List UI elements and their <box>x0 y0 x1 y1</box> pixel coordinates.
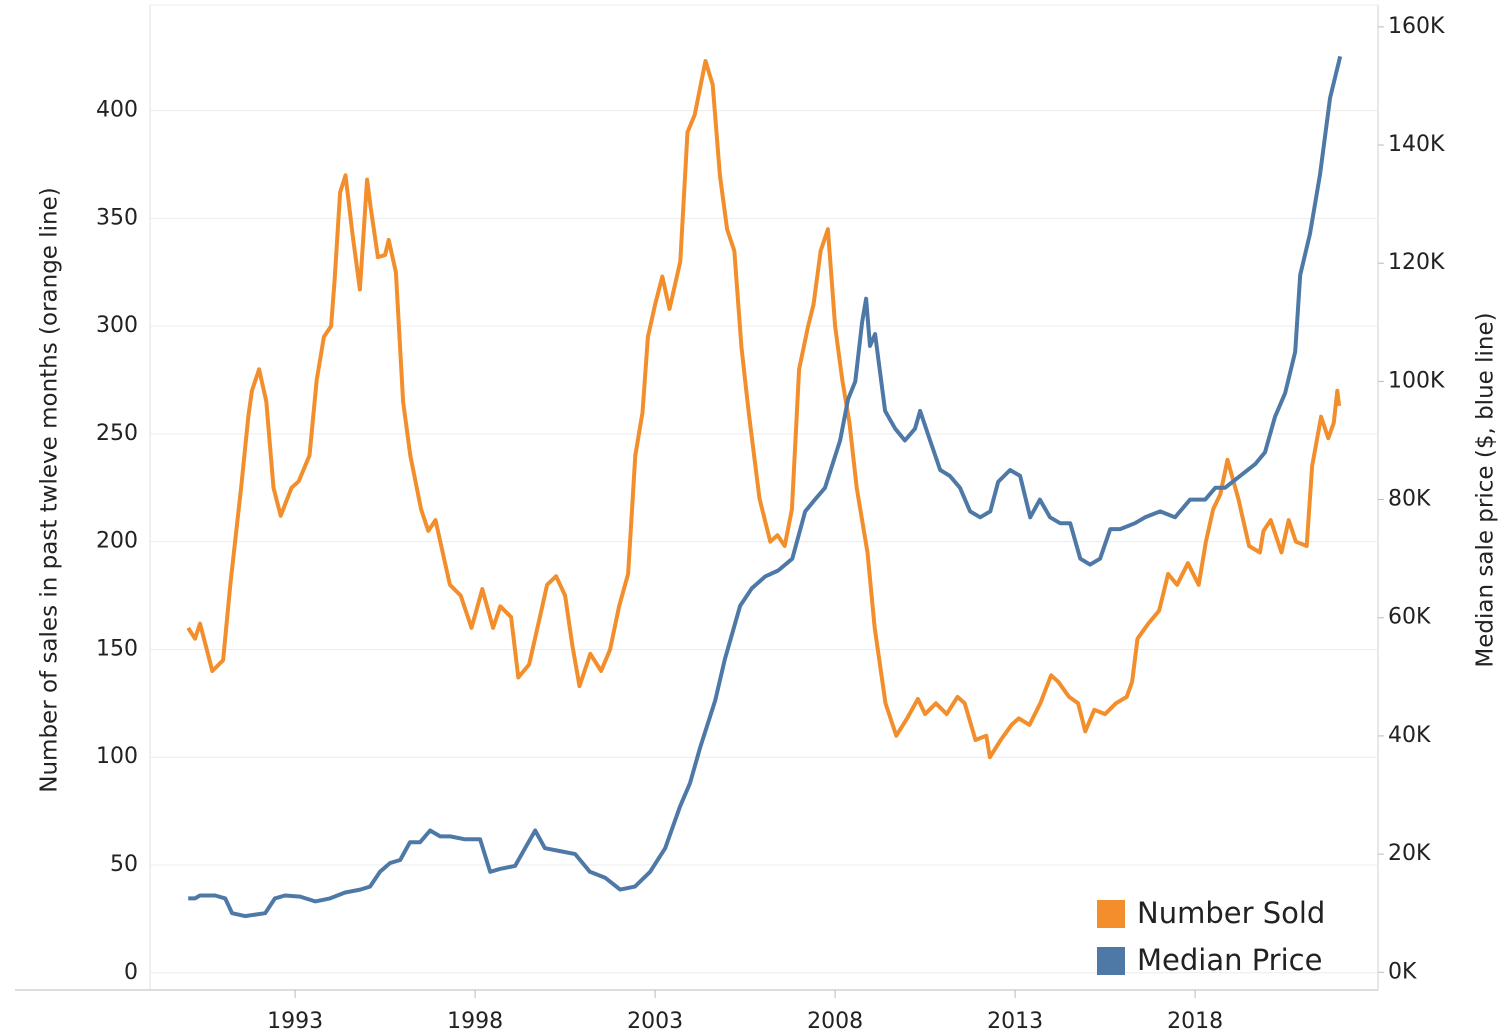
legend-swatch <box>1097 900 1125 928</box>
y2-tick-label: 20K <box>1388 841 1431 866</box>
x-tick-label: 2013 <box>987 1009 1043 1034</box>
y-tick-label: 50 <box>110 852 138 877</box>
y2-tick-label: 100K <box>1388 368 1445 393</box>
legend-label: Number Sold <box>1137 896 1325 930</box>
y-tick-label: 200 <box>96 529 138 554</box>
series-line <box>188 55 1343 919</box>
y-axis-label: Number of sales in past twleve months (o… <box>37 187 63 792</box>
y-tick-label: 300 <box>96 313 138 338</box>
y-tick-label: 400 <box>96 98 138 123</box>
y2-tick-label: 60K <box>1388 605 1431 630</box>
y2-tick-label: 40K <box>1388 723 1431 748</box>
y2-tick-label: 140K <box>1388 132 1445 157</box>
legend-swatch <box>1097 947 1125 975</box>
y2-tick-label: 0K <box>1388 959 1417 984</box>
y2-axis-label: Median sale price ($, blue line) <box>1473 312 1499 667</box>
y2-tick-label: 120K <box>1388 250 1445 275</box>
y2-tick-label: 160K <box>1388 14 1445 39</box>
legend-label: Median Price <box>1137 943 1322 977</box>
series-line <box>186 59 1342 760</box>
y-tick-label: 150 <box>96 636 138 661</box>
y-tick-label: 250 <box>96 421 138 446</box>
y-tick-label: 100 <box>96 744 138 769</box>
x-tick-label: 1993 <box>267 1009 323 1034</box>
y2-tick-label: 80K <box>1388 487 1431 512</box>
x-tick-label: 2018 <box>1167 1009 1223 1034</box>
x-tick-label: 1998 <box>447 1009 503 1034</box>
y-tick-label: 350 <box>96 205 138 230</box>
x-tick-label: 2008 <box>807 1009 863 1034</box>
x-tick-label: 2003 <box>627 1009 683 1034</box>
y-tick-label: 0 <box>124 960 138 985</box>
